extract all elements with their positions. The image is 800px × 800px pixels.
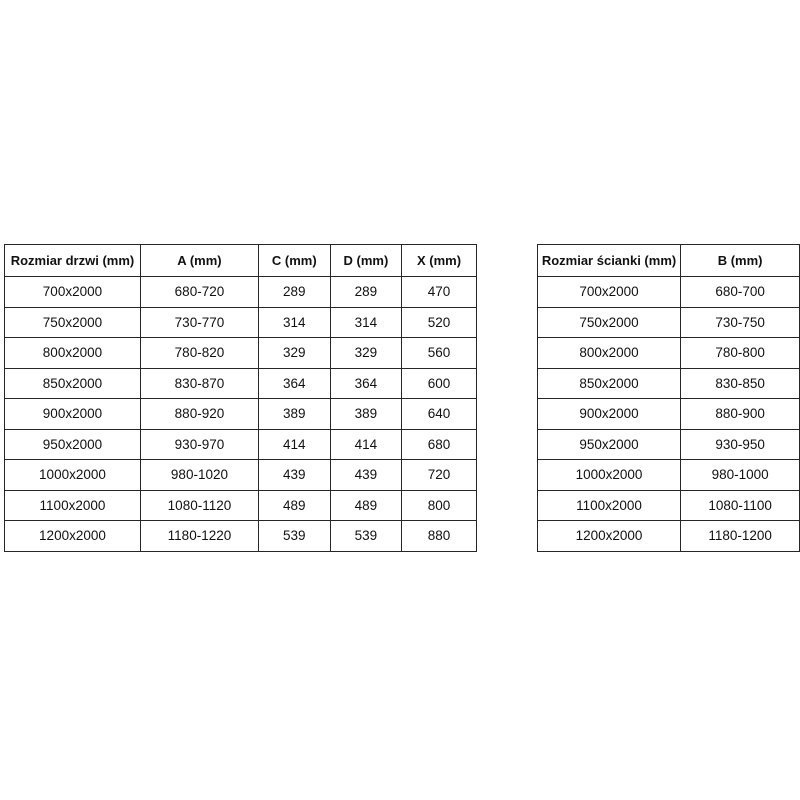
column-header: C (mm) (257, 244, 331, 277)
table-row: 950x2000 930-950 (536, 428, 800, 460)
table-cell: 489 (329, 489, 403, 521)
table-cell: 314 (329, 306, 403, 338)
table-cell: 539 (257, 520, 331, 552)
table-cell: 1200x2000 (536, 520, 682, 552)
table-cell: 900x2000 (536, 398, 682, 430)
table-header-row: Rozmiar ścianki (mm) B (mm) (536, 244, 800, 277)
table-row: 750x2000 730-750 (536, 306, 800, 338)
column-header: B (mm) (680, 244, 800, 277)
table-cell: 680-720 (139, 276, 259, 308)
table-cell: 850x2000 (4, 367, 141, 399)
table-cell: 489 (257, 489, 331, 521)
table-cell: 640 (401, 398, 477, 430)
table-cell: 1180-1220 (139, 520, 259, 552)
table-cell: 539 (329, 520, 403, 552)
table-row: 1100x2000 1080-1120 489 489 800 (4, 489, 477, 521)
column-header: D (mm) (329, 244, 403, 277)
table-cell: 750x2000 (4, 306, 141, 338)
table-row: 950x2000 930-970 414 414 680 (4, 428, 477, 460)
table-cell: 930-950 (680, 428, 800, 460)
table-row: 850x2000 830-870 364 364 600 (4, 367, 477, 399)
table-row: 800x2000 780-820 329 329 560 (4, 337, 477, 369)
table-cell: 780-820 (139, 337, 259, 369)
table-cell: 800x2000 (536, 337, 682, 369)
table-cell: 880-900 (680, 398, 800, 430)
table-cell: 950x2000 (536, 428, 682, 460)
table-cell: 830-870 (139, 367, 259, 399)
table-cell: 900x2000 (4, 398, 141, 430)
table-cell: 800 (401, 489, 477, 521)
table-cell: 950x2000 (4, 428, 141, 460)
table-cell: 439 (329, 459, 403, 491)
table-row: 700x2000 680-720 289 289 470 (4, 276, 477, 308)
column-header: Rozmiar drzwi (mm) (4, 244, 141, 277)
table-row: 1000x2000 980-1020 439 439 720 (4, 459, 477, 491)
wall-sizes-table: Rozmiar ścianki (mm) B (mm) 700x2000 680-70… (536, 244, 800, 552)
table-cell: 389 (329, 398, 403, 430)
table-cell: 1000x2000 (536, 459, 682, 491)
table-row: 700x2000 680-700 (536, 276, 800, 308)
table-cell: 1180-1200 (680, 520, 800, 552)
table-header-row: Rozmiar drzwi (mm) A (mm) C (mm) D (mm) X (m… (4, 244, 477, 277)
column-header: Rozmiar ścianki (mm) (536, 244, 682, 277)
table-cell: 780-800 (680, 337, 800, 369)
table-cell: 800x2000 (4, 337, 141, 369)
table-row: 800x2000 780-800 (536, 337, 800, 369)
table-row: 1100x2000 1080-1100 (536, 489, 800, 521)
column-header: X (mm) (401, 244, 477, 277)
table-cell: 414 (257, 428, 331, 460)
tables-wrap: Rozmiar drzwi (mm) A (mm) C (mm) D (mm) X (m… (4, 244, 800, 552)
table-cell: 600 (401, 367, 477, 399)
table-cell: 289 (329, 276, 403, 308)
table-cell: 1200x2000 (4, 520, 141, 552)
table-row: 900x2000 880-920 389 389 640 (4, 398, 477, 430)
table-cell: 389 (257, 398, 331, 430)
table-cell: 364 (257, 367, 331, 399)
column-header: A (mm) (139, 244, 259, 277)
table-cell: 830-850 (680, 367, 800, 399)
table-cell: 1000x2000 (4, 459, 141, 491)
table-cell: 1080-1120 (139, 489, 259, 521)
table-row: 1200x2000 1180-1220 539 539 880 (4, 520, 477, 552)
table-cell: 314 (257, 306, 331, 338)
door-sizes-table: Rozmiar drzwi (mm) A (mm) C (mm) D (mm) X (m… (4, 244, 477, 552)
table-row: 1000x2000 980-1000 (536, 459, 800, 491)
table-cell: 880-920 (139, 398, 259, 430)
table-row: 850x2000 830-850 (536, 367, 800, 399)
table-cell: 680-700 (680, 276, 800, 308)
table-cell: 329 (329, 337, 403, 369)
table-cell: 1100x2000 (4, 489, 141, 521)
table-cell: 520 (401, 306, 477, 338)
table-cell: 289 (257, 276, 331, 308)
table-cell: 700x2000 (536, 276, 682, 308)
table-cell: 439 (257, 459, 331, 491)
table-row: 900x2000 880-900 (536, 398, 800, 430)
table-cell: 329 (257, 337, 331, 369)
table-cell: 980-1000 (680, 459, 800, 491)
table-cell: 414 (329, 428, 403, 460)
table-cell: 1080-1100 (680, 489, 800, 521)
table-row: 750x2000 730-770 314 314 520 (4, 306, 477, 338)
table-cell: 470 (401, 276, 477, 308)
table-row: 1200x2000 1180-1200 (536, 520, 800, 552)
table-cell: 364 (329, 367, 403, 399)
table-cell: 560 (401, 337, 477, 369)
table-cell: 700x2000 (4, 276, 141, 308)
table-cell: 980-1020 (139, 459, 259, 491)
table-cell: 750x2000 (536, 306, 682, 338)
table-cell: 850x2000 (536, 367, 682, 399)
table-cell: 880 (401, 520, 477, 552)
table-cell: 930-970 (139, 428, 259, 460)
table-cell: 720 (401, 459, 477, 491)
table-cell: 730-770 (139, 306, 259, 338)
table-cell: 1100x2000 (536, 489, 682, 521)
table-cell: 680 (401, 428, 477, 460)
table-cell: 730-750 (680, 306, 800, 338)
